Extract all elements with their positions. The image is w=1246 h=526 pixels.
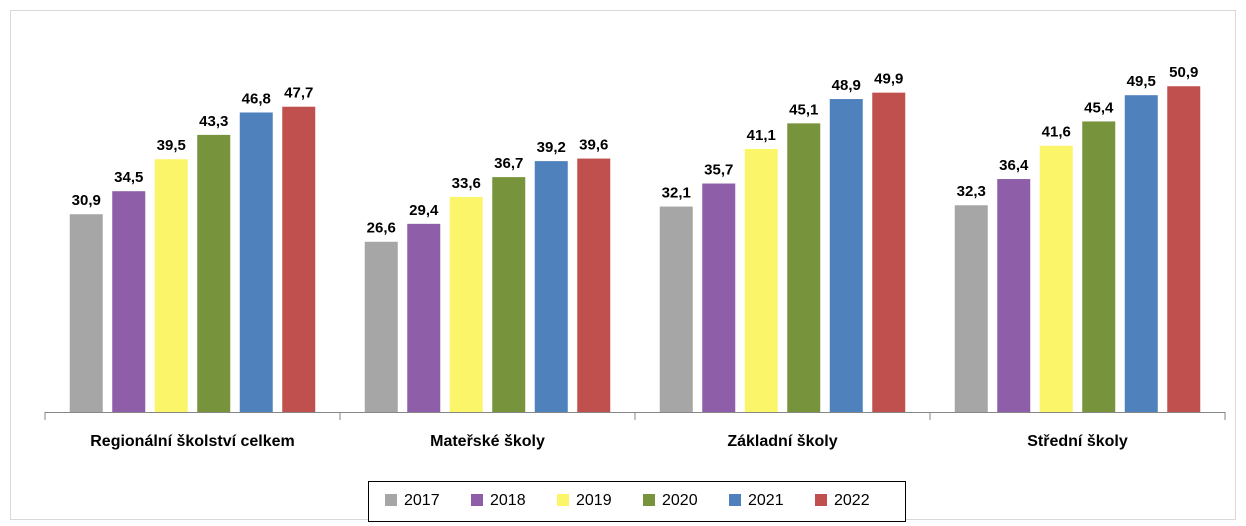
value-label: 26,6 <box>367 220 396 237</box>
bar <box>659 206 693 412</box>
bar <box>872 92 906 412</box>
legend-swatch <box>385 494 397 506</box>
bar <box>829 99 863 412</box>
bar <box>954 205 988 412</box>
bar <box>577 158 611 412</box>
bar <box>1039 145 1073 412</box>
bar <box>787 123 821 413</box>
x-tick-label: Regionální školství celkem <box>90 433 295 450</box>
legend-label: 2019 <box>576 492 612 509</box>
value-label: 39,5 <box>157 137 186 154</box>
bar <box>239 112 273 412</box>
value-label: 49,5 <box>1127 73 1156 90</box>
legend-label: 2017 <box>404 492 440 509</box>
bar <box>1082 121 1116 412</box>
bar <box>744 148 778 412</box>
bar <box>1167 86 1201 413</box>
value-label: 50,9 <box>1169 64 1198 81</box>
legend-swatch <box>471 494 483 506</box>
bar <box>997 179 1031 412</box>
bar <box>492 177 526 412</box>
value-label: 39,2 <box>537 139 566 156</box>
value-label: 32,1 <box>662 185 691 202</box>
bar <box>407 223 441 412</box>
legend-swatch <box>729 494 741 506</box>
bar <box>534 161 568 412</box>
value-label: 45,1 <box>789 101 818 118</box>
value-label: 41,1 <box>747 127 776 144</box>
value-label: 33,6 <box>452 175 481 192</box>
bar <box>702 183 736 412</box>
value-label: 36,7 <box>494 155 523 172</box>
bar <box>282 106 316 412</box>
value-label: 43,3 <box>199 113 228 130</box>
x-tick-label: Základní školy <box>727 433 837 450</box>
value-label: 30,9 <box>72 192 101 209</box>
value-label: 36,4 <box>999 157 1029 174</box>
value-label: 34,5 <box>114 169 143 186</box>
legend-label: 2018 <box>490 492 526 509</box>
value-label: 32,3 <box>957 183 986 200</box>
legend-swatch <box>643 494 655 506</box>
value-label: 35,7 <box>704 161 733 178</box>
bar <box>112 191 146 412</box>
bar <box>197 134 231 412</box>
legend-swatch <box>557 494 569 506</box>
value-label: 46,8 <box>242 90 271 107</box>
value-label: 49,9 <box>874 71 903 88</box>
bar <box>449 196 483 412</box>
value-label: 48,9 <box>832 77 861 94</box>
legend-label: 2021 <box>748 492 784 509</box>
value-label: 45,4 <box>1084 99 1114 116</box>
bar <box>154 159 188 412</box>
x-tick-label: Mateřské školy <box>430 433 545 450</box>
legend-label: 2020 <box>662 492 698 509</box>
legend-label: 2022 <box>834 492 870 509</box>
value-label: 41,6 <box>1042 124 1071 141</box>
legend-swatch <box>815 494 827 506</box>
value-label: 47,7 <box>284 85 313 102</box>
bar <box>69 214 103 412</box>
bar <box>364 241 398 412</box>
value-label: 29,4 <box>409 202 439 219</box>
x-tick-label: Střední školy <box>1027 433 1128 450</box>
bar <box>1124 95 1158 412</box>
value-label: 39,6 <box>579 137 608 154</box>
